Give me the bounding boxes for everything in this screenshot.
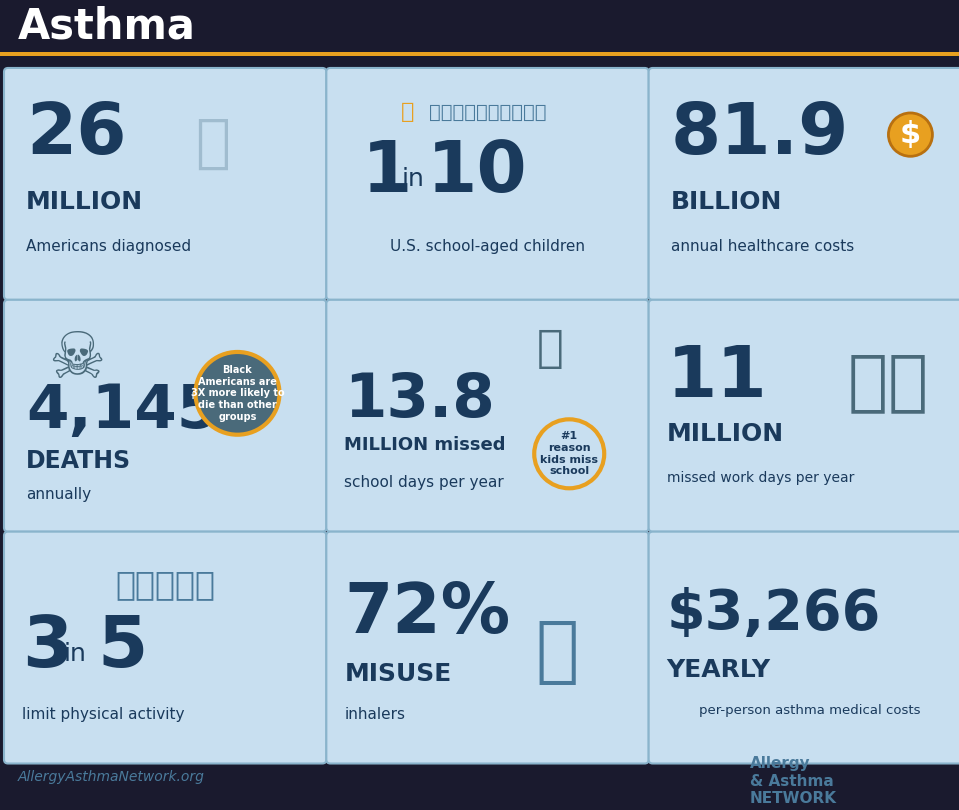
Text: 11: 11 xyxy=(667,343,767,412)
FancyBboxPatch shape xyxy=(648,300,959,531)
Text: 26: 26 xyxy=(26,100,127,169)
Text: 🗺: 🗺 xyxy=(195,115,230,172)
Text: U.S. school-aged children: U.S. school-aged children xyxy=(390,239,585,254)
Text: 4,145: 4,145 xyxy=(26,382,220,441)
Text: Black
Americans are
3X more likely to
die than other
groups: Black Americans are 3X more likely to di… xyxy=(191,365,284,421)
Text: in: in xyxy=(402,168,425,191)
FancyBboxPatch shape xyxy=(326,531,648,764)
FancyBboxPatch shape xyxy=(648,68,959,300)
Bar xyxy=(0,52,959,56)
Text: ☠: ☠ xyxy=(49,329,105,390)
Text: Allergy
& Asthma
NETWORK: Allergy & Asthma NETWORK xyxy=(750,757,837,806)
Text: Asthma: Asthma xyxy=(18,6,196,48)
Text: MISUSE: MISUSE xyxy=(344,663,452,686)
Text: BILLION: BILLION xyxy=(670,190,782,214)
Text: school days per year: school days per year xyxy=(344,475,504,490)
FancyBboxPatch shape xyxy=(4,68,326,300)
FancyBboxPatch shape xyxy=(4,531,326,764)
Text: MILLION: MILLION xyxy=(26,190,143,214)
Text: YEARLY: YEARLY xyxy=(667,658,771,682)
FancyBboxPatch shape xyxy=(4,300,326,531)
Text: Americans diagnosed: Americans diagnosed xyxy=(26,239,191,254)
Circle shape xyxy=(534,420,604,488)
Text: missed work days per year: missed work days per year xyxy=(667,471,854,485)
Text: 👤👤👤👤👤👤👤👤👤👤: 👤👤👤👤👤👤👤👤👤👤 xyxy=(429,103,547,122)
Text: DEATHS: DEATHS xyxy=(26,449,131,472)
Text: $: $ xyxy=(900,120,921,149)
Text: 🚌: 🚌 xyxy=(537,327,564,370)
Text: MILLION missed: MILLION missed xyxy=(344,436,505,454)
Text: 10: 10 xyxy=(427,139,527,207)
Text: in: in xyxy=(64,642,87,667)
FancyBboxPatch shape xyxy=(648,531,959,764)
Text: #1
reason
kids miss
school: #1 reason kids miss school xyxy=(540,432,598,476)
FancyBboxPatch shape xyxy=(326,68,648,300)
Text: 3: 3 xyxy=(22,613,72,682)
Text: 🧑‍💼: 🧑‍💼 xyxy=(849,349,928,416)
Text: per-person asthma medical costs: per-person asthma medical costs xyxy=(699,704,921,717)
Text: 13.8: 13.8 xyxy=(344,370,495,429)
Text: $3,266: $3,266 xyxy=(667,587,881,641)
Text: 72%: 72% xyxy=(344,581,510,647)
Text: 👤: 👤 xyxy=(401,102,414,122)
Text: inhalers: inhalers xyxy=(344,707,406,723)
Circle shape xyxy=(196,352,279,435)
Text: 🚶🚶🏃🏃🏃: 🚶🚶🏃🏃🏃 xyxy=(115,569,215,601)
Text: 5: 5 xyxy=(97,613,148,682)
Text: 💨: 💨 xyxy=(535,617,578,687)
FancyBboxPatch shape xyxy=(0,1,959,52)
Text: AllergyAsthmaNetwork.org: AllergyAsthmaNetwork.org xyxy=(18,770,205,784)
Text: 1: 1 xyxy=(362,139,412,207)
Text: MILLION: MILLION xyxy=(667,422,784,446)
Circle shape xyxy=(888,113,932,156)
FancyBboxPatch shape xyxy=(326,300,648,531)
Text: 81.9: 81.9 xyxy=(670,100,849,169)
Text: annually: annually xyxy=(26,487,91,501)
Text: annual healthcare costs: annual healthcare costs xyxy=(670,239,854,254)
Text: limit physical activity: limit physical activity xyxy=(22,707,184,723)
